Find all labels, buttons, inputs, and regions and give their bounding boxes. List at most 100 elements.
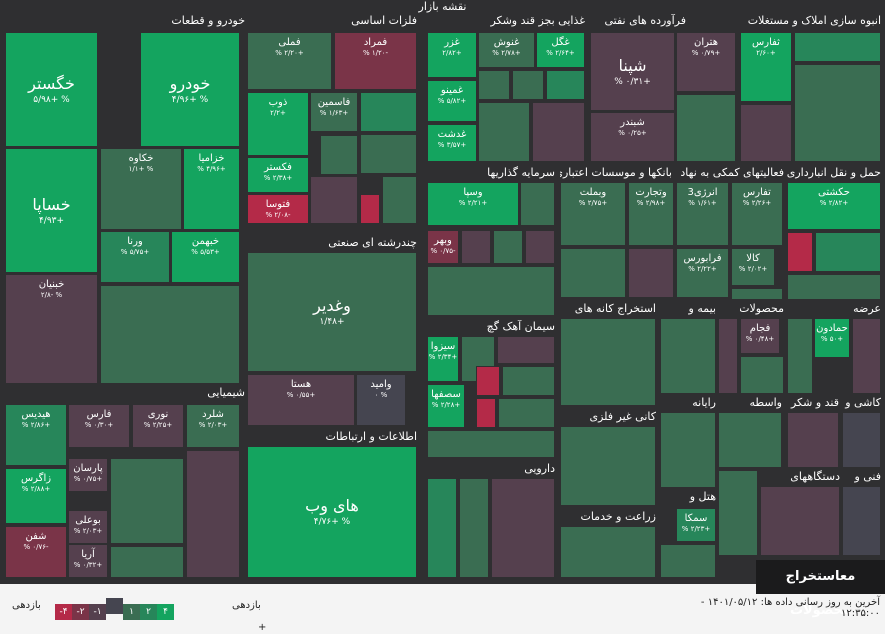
stock-tile[interactable]: فتوسا -۲/۰۸ %	[247, 194, 309, 224]
stock-tile[interactable]: خکاوه% +۱/۱	[100, 148, 182, 230]
stock-tile[interactable]	[660, 318, 716, 394]
stock-tile[interactable]: غدشت +۳/۵۷ %	[427, 124, 477, 162]
stock-tile[interactable]: هتران +۰/۷۹ %	[676, 32, 736, 92]
stock-tile[interactable]	[478, 70, 510, 100]
stock-tile[interactable]	[110, 546, 184, 578]
stock-tile[interactable]	[532, 102, 585, 162]
stock-tile[interactable]	[525, 230, 555, 264]
stock-tile[interactable]	[546, 70, 585, 100]
stock-tile[interactable]: حمادون +۵۰ %	[814, 318, 850, 358]
stock-tile[interactable]: ذوب +۲/۲	[247, 92, 309, 156]
stock-tile[interactable]	[427, 478, 457, 578]
stock-tile[interactable]: فرابورس +۲/۲۲ %	[676, 248, 729, 298]
stock-tile[interactable]: ثفارس +۲/۶۰	[740, 32, 792, 102]
stock-tile[interactable]: خگستر% +۵/۹۸	[5, 32, 98, 147]
stock-tile[interactable]	[459, 478, 489, 578]
stock-tile[interactable]	[628, 248, 674, 298]
stock-tile[interactable]	[787, 318, 813, 394]
stock-tile[interactable]: شپنا +۰/۳۱ %	[590, 32, 675, 111]
stock-tile[interactable]	[497, 336, 555, 364]
stock-tile[interactable]: های وب % +۴/۷۶	[247, 446, 417, 578]
stock-tile[interactable]: خساپا +۴/۹۳	[5, 148, 98, 273]
stock-tile[interactable]	[731, 288, 783, 300]
stock-tile[interactable]: وتجارت +۲/۹۸ %	[628, 182, 674, 246]
stock-tile[interactable]: انرژی3 +۱/۶۱ %	[676, 182, 729, 246]
stock-tile[interactable]	[461, 230, 491, 264]
stock-tile[interactable]: سیزوا +۲/۳۴ %	[427, 336, 459, 382]
stock-tile[interactable]: کالا +۲/۰۲ %	[731, 248, 775, 286]
stock-tile[interactable]	[787, 412, 839, 468]
stock-tile[interactable]: فمراد -۱/۲۰ %	[334, 32, 417, 90]
stock-tile[interactable]	[718, 412, 782, 468]
stock-tile[interactable]: غمینو +۵/۸۲ %	[427, 80, 477, 122]
stock-tile[interactable]	[491, 478, 555, 578]
stock-tile[interactable]	[360, 194, 380, 224]
stock-tile[interactable]	[310, 176, 358, 224]
stock-tile[interactable]	[560, 318, 656, 406]
stock-tile[interactable]	[718, 318, 738, 394]
stock-tile[interactable]: خبنیان% -۲/۸	[5, 274, 98, 384]
stock-tile[interactable]: خودرو% +۴/۹۶	[140, 32, 240, 147]
stock-tile[interactable]	[787, 232, 813, 272]
stock-tile[interactable]: وامید% ۰	[356, 374, 406, 426]
stock-tile[interactable]	[427, 430, 555, 458]
stock-tile[interactable]: غزر +۲/۸۲	[427, 32, 477, 78]
stock-tile[interactable]: وبملت +۲/۷۵ %	[560, 182, 626, 246]
stock-tile[interactable]	[110, 458, 184, 544]
stock-tile[interactable]	[100, 285, 240, 384]
stock-tile[interactable]: فکستر +۲/۳۸ %	[247, 157, 309, 193]
stock-tile[interactable]	[560, 526, 656, 578]
stock-tile[interactable]: هیدیس +۲/۸۶ %	[5, 404, 67, 466]
stock-tile[interactable]	[560, 248, 626, 298]
stock-tile[interactable]: زاگرس +۲/۸۸ %	[5, 468, 67, 524]
plus-button[interactable]: +	[258, 622, 267, 633]
stock-tile[interactable]: پارسان +۰/۷۵ %	[68, 458, 108, 492]
stock-tile[interactable]: غگل +۲/۶۴ %	[536, 32, 585, 68]
stock-tile[interactable]	[815, 232, 881, 272]
stock-tile[interactable]: فجام +۰/۴۸ %	[740, 318, 780, 354]
stock-tile[interactable]	[660, 412, 716, 488]
stock-tile[interactable]	[493, 230, 523, 264]
stock-tile[interactable]	[186, 450, 240, 578]
stock-tile[interactable]	[512, 70, 544, 100]
stock-tile[interactable]	[427, 266, 555, 316]
stock-tile[interactable]: سمکا +۲/۲۳ %	[676, 508, 716, 542]
stock-tile[interactable]	[520, 182, 555, 226]
stock-tile[interactable]	[478, 102, 530, 162]
stock-tile[interactable]	[360, 134, 417, 174]
stock-tile[interactable]	[740, 356, 784, 394]
stock-tile[interactable]	[660, 544, 716, 578]
stock-tile[interactable]	[794, 32, 881, 62]
stock-tile[interactable]: تفارس +۲/۲۶ %	[731, 182, 783, 246]
stock-tile[interactable]: سصفها +۲/۲۸ %	[427, 384, 465, 428]
stock-tile[interactable]: حکشتی +۲/۸۲ %	[787, 182, 881, 230]
stock-tile[interactable]: هستا +۰/۵۵ %	[247, 374, 355, 426]
stock-tile[interactable]	[676, 94, 736, 162]
stock-tile[interactable]: بوعلی +۲/۰۳ %	[68, 510, 108, 544]
stock-tile[interactable]	[842, 412, 881, 468]
stock-tile[interactable]	[476, 398, 496, 428]
stock-tile[interactable]	[560, 426, 656, 506]
stock-tile[interactable]	[502, 366, 555, 396]
stock-tile[interactable]: فملی +۲/۲۰ %	[247, 32, 332, 90]
stock-tile[interactable]: شبندر +۰/۲۵ %	[590, 112, 675, 162]
stock-tile[interactable]	[740, 104, 792, 162]
stock-tile[interactable]: وسپا +۲/۲۱ %	[427, 182, 519, 226]
stock-tile[interactable]	[360, 92, 417, 132]
stock-tile[interactable]: فارس +۰/۳۰ %	[68, 404, 130, 448]
stock-tile[interactable]	[794, 64, 881, 162]
stock-tile[interactable]: خبهمن +۵/۵۳ %	[171, 231, 240, 283]
stock-tile[interactable]: خزامیا +۴/۹۶ %	[183, 148, 240, 230]
stock-tile[interactable]	[382, 176, 417, 224]
stock-tile[interactable]: ورنا +۵/۷۵ %	[100, 231, 170, 283]
stock-tile[interactable]: شفن -۰/۷۶ %	[5, 526, 67, 578]
stock-tile[interactable]: آریا +۰/۳۲ %	[68, 544, 108, 578]
stock-tile[interactable]: نوری +۲/۲۵ %	[132, 404, 184, 448]
stock-tile[interactable]	[476, 366, 500, 396]
stock-tile[interactable]	[760, 486, 840, 556]
stock-tile[interactable]: شلرد +۲/۰۳ %	[186, 404, 240, 448]
stock-tile[interactable]: وبهر -۰/۷۵ %	[427, 230, 459, 264]
stock-tile[interactable]	[852, 318, 881, 394]
stock-tile[interactable]	[320, 135, 358, 175]
stock-tile[interactable]: فاسمین +۱/۶۳ %	[310, 92, 358, 132]
